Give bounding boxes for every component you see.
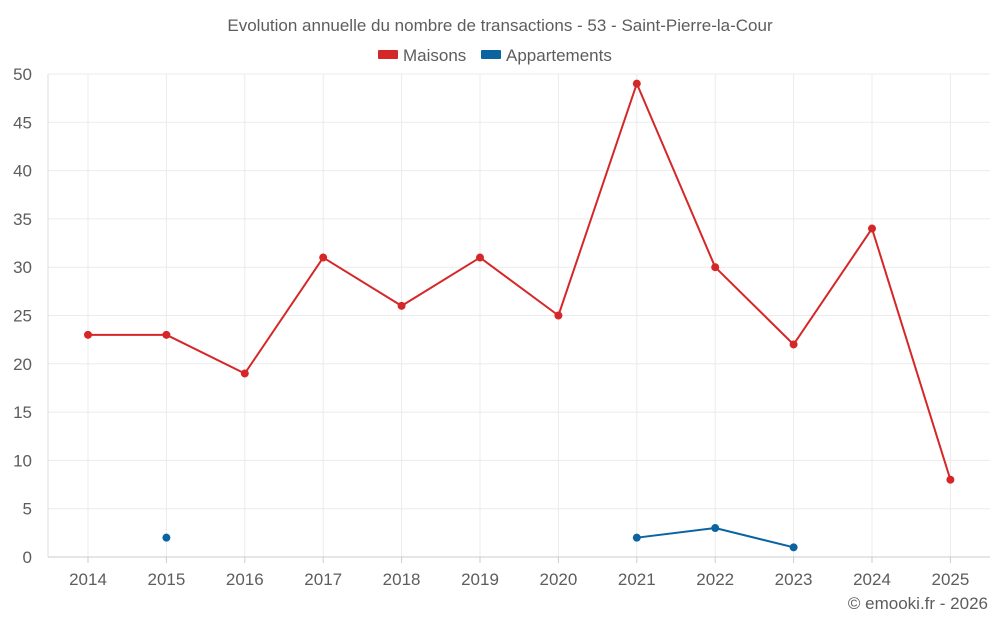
- x-tick-label: 2017: [304, 570, 342, 589]
- data-point[interactable]: [162, 533, 171, 542]
- chart-title: Evolution annuelle du nombre de transact…: [227, 16, 773, 35]
- x-tick-label: 2014: [69, 570, 107, 589]
- legend-label[interactable]: Appartements: [506, 46, 612, 65]
- data-point[interactable]: [632, 79, 641, 88]
- grid: [48, 73, 990, 557]
- data-point[interactable]: [84, 330, 92, 339]
- y-tick-label: 35: [13, 210, 32, 229]
- data-point[interactable]: [554, 311, 563, 320]
- legend: Maisons Appartements: [378, 46, 612, 65]
- y-tick-label: 50: [13, 65, 32, 84]
- legend-swatch: [378, 50, 398, 59]
- data-point[interactable]: [397, 301, 406, 310]
- series-line: [88, 82, 952, 481]
- data-point[interactable]: [632, 533, 641, 542]
- x-tick-label: 2016: [226, 570, 264, 589]
- y-tick-label: 45: [13, 113, 32, 132]
- x-tick-label: 2025: [931, 570, 969, 589]
- y-tick-label: 40: [13, 162, 32, 181]
- y-tick-label: 15: [13, 403, 32, 422]
- data-point[interactable]: [319, 253, 328, 262]
- data-point[interactable]: [946, 475, 955, 484]
- series-appartements: [162, 524, 798, 552]
- x-tick-label: 2019: [461, 570, 499, 589]
- data-point[interactable]: [476, 253, 484, 262]
- y-tick-label: 10: [13, 451, 32, 470]
- x-tick-label: 2024: [853, 570, 891, 589]
- y-tick-label: 25: [13, 307, 32, 326]
- legend-swatch: [481, 50, 501, 59]
- x-tick-label: 2020: [539, 570, 577, 589]
- y-tick-label: 30: [13, 258, 32, 277]
- data-point[interactable]: [162, 330, 171, 339]
- x-tick-label: 2022: [696, 570, 734, 589]
- series: [84, 79, 955, 552]
- legend-label[interactable]: Maisons: [403, 46, 466, 65]
- series-maisons: [84, 79, 955, 484]
- x-tick-label: 2015: [147, 570, 185, 589]
- footer-credit: © emooki.fr - 2026: [848, 594, 988, 613]
- data-point[interactable]: [789, 543, 798, 552]
- data-point[interactable]: [711, 524, 720, 533]
- data-point[interactable]: [868, 224, 876, 233]
- data-point[interactable]: [789, 340, 798, 349]
- x-tick-label: 2023: [775, 570, 813, 589]
- data-point[interactable]: [711, 263, 720, 272]
- x-tick-label: 2018: [383, 570, 421, 589]
- y-tick-label: 5: [23, 500, 32, 519]
- x-tick-label: 2021: [618, 570, 656, 589]
- y-tick-label: 20: [13, 355, 32, 374]
- y-tick-label: 0: [23, 548, 32, 567]
- data-point[interactable]: [240, 369, 249, 378]
